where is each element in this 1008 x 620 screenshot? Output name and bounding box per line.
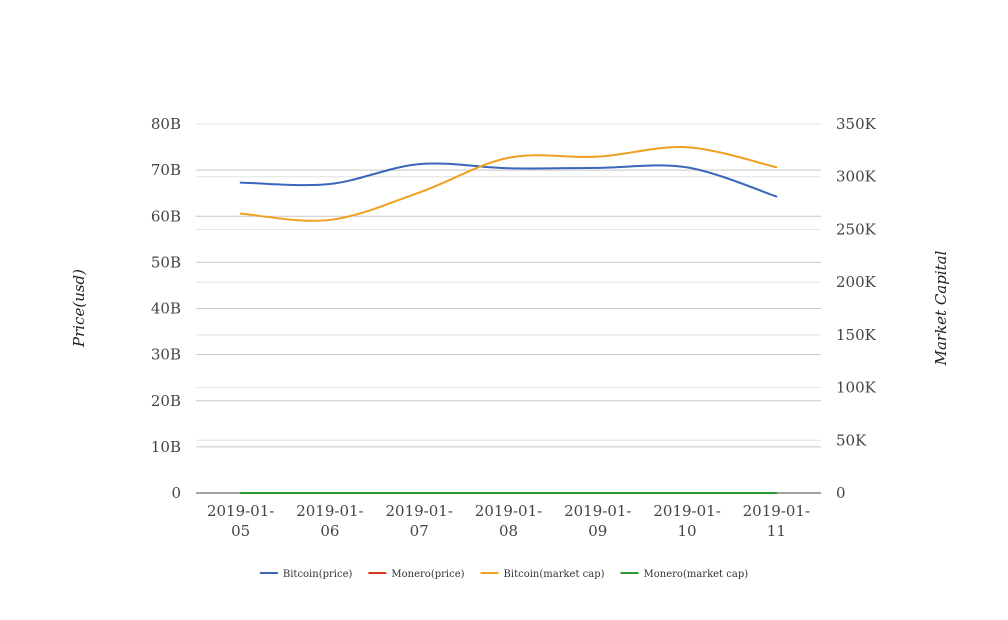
y-right-tick-label: 50K [836,431,867,449]
legend-item[interactable]: Bitcoin(price) [259,569,353,580]
y-right-tick-label: 150K [836,326,877,344]
y-right-tick-label: 100K [836,379,877,397]
y-left-tick-label: 0 [171,484,181,502]
x-tick-label: 2019-01-07 [386,502,453,540]
legend: Bitcoin(price) Monero(price) Bitcoin(marke… [259,569,749,580]
y-axis-right-title: Market Capital [932,250,950,366]
y-right-tick-label: 200K [836,273,877,291]
y-axis-left-title: Price(usd) [70,269,88,348]
y-right-tick-label: 300K [836,168,877,186]
x-tick-label: 2019-01-09 [564,502,631,540]
x-tick-label: 2019-01-06 [296,502,363,540]
series-line-bitcoin-price [239,162,778,198]
y-left-tick-label: 10B [151,438,181,456]
legend-label: Monero(market cap) [644,569,749,580]
y-right-tick-label: 0 [836,484,846,502]
y-left-tick-label: 70B [151,161,181,179]
y-left-tick-label: 60B [151,207,181,225]
legend-item[interactable]: Monero(price) [368,569,465,580]
y-left-tick-label: 50B [151,253,181,271]
x-tick-label: 2019-01-10 [653,502,720,540]
legend-label: Bitcoin(market cap) [504,569,605,580]
x-tick-label: 2019-01-05 [207,502,274,540]
y-left-tick-label: 20B [151,392,181,410]
gridlines [196,123,821,448]
x-tick-label: 2019-01-11 [743,502,810,540]
series-line-bitcoin-market-cap [239,145,778,222]
y-left-tick-label: 30B [151,346,181,364]
legend-item[interactable]: Monero(market cap) [620,569,749,580]
x-tick-label: 2019-01-08 [475,502,542,540]
y-left-tick-label: 40B [151,300,181,318]
legend-label: Monero(price) [391,569,464,580]
legend-label: Bitcoin(price) [283,569,353,580]
y-right-tick-label: 250K [836,220,877,238]
legend-item[interactable]: Bitcoin(market cap) [480,569,605,580]
y-left-tick-label: 80B [151,115,181,133]
axes: Price(usd) Market Capital 0 10B 20B 30B 40B 5… [70,115,950,540]
series-lines [239,145,778,495]
y-right-tick-label: 350K [836,115,877,133]
